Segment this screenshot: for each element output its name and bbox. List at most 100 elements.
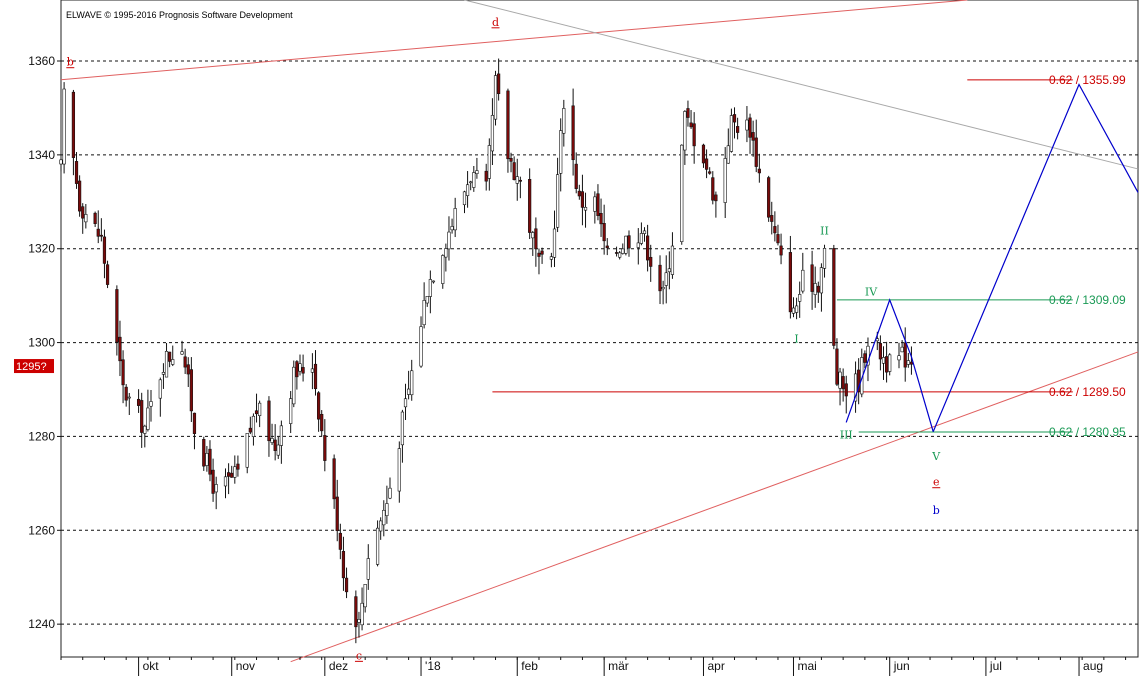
candle-body bbox=[686, 108, 690, 118]
candle-body bbox=[71, 91, 76, 158]
wave-label: IV bbox=[865, 286, 878, 299]
candle-body bbox=[577, 190, 581, 197]
candle-body bbox=[791, 307, 796, 314]
candle-body bbox=[853, 373, 858, 402]
candle-body bbox=[493, 75, 498, 120]
candle-body bbox=[537, 252, 541, 257]
candle-body bbox=[810, 264, 814, 292]
candle-body bbox=[270, 438, 274, 443]
candle-body bbox=[105, 264, 110, 285]
wave-projection-line bbox=[932, 83, 1139, 432]
candle-body bbox=[118, 336, 122, 362]
candle-body bbox=[422, 300, 426, 326]
fib-level-label: 0.62 / 1280.95 bbox=[1049, 425, 1126, 439]
candle-body bbox=[289, 398, 293, 424]
candle-body bbox=[388, 487, 392, 499]
candle-body bbox=[379, 520, 383, 532]
candle-body bbox=[832, 248, 836, 346]
candle-body bbox=[168, 351, 172, 362]
candle-body bbox=[450, 226, 454, 231]
candle-body bbox=[906, 360, 910, 365]
candle-body bbox=[127, 396, 131, 399]
candle-body bbox=[223, 476, 228, 487]
candle-body bbox=[214, 484, 218, 493]
candle-body bbox=[96, 228, 100, 237]
candle-body bbox=[714, 194, 718, 202]
candle-body bbox=[400, 411, 405, 446]
candle-body bbox=[84, 214, 88, 223]
candle-body bbox=[658, 264, 662, 292]
candle-body bbox=[248, 427, 252, 433]
candle-body bbox=[900, 346, 904, 353]
candle-body bbox=[484, 170, 488, 182]
candle-body bbox=[202, 439, 206, 467]
candlestick-layer bbox=[59, 58, 914, 644]
x-tick-label: '18 bbox=[425, 659, 441, 673]
candle-body bbox=[363, 584, 367, 608]
candle-body bbox=[838, 371, 842, 389]
x-tick-label: jun bbox=[893, 659, 910, 673]
candle-body bbox=[596, 193, 600, 216]
candle-body bbox=[909, 361, 914, 365]
candle-body bbox=[642, 230, 647, 234]
candle-body bbox=[888, 354, 892, 372]
candle-body bbox=[729, 115, 734, 152]
candle-body bbox=[770, 215, 774, 222]
fibonacci-layer: 0.62 / 1355.99 0.62 / 1309.09 0.62 / 1289.… bbox=[492, 73, 1126, 439]
candle-body bbox=[863, 353, 867, 363]
candle-body bbox=[472, 172, 476, 188]
candle-body bbox=[552, 228, 557, 258]
y-tick-label: 1260 bbox=[28, 523, 55, 537]
candle-body bbox=[512, 162, 516, 181]
candle-body bbox=[360, 602, 364, 626]
candle-body bbox=[593, 196, 597, 212]
candle-body bbox=[509, 157, 513, 162]
candle-body bbox=[211, 469, 215, 494]
candle-body bbox=[549, 256, 553, 260]
candle-body bbox=[813, 283, 817, 295]
candle-body bbox=[313, 363, 318, 390]
candle-body bbox=[354, 596, 358, 628]
candle-body bbox=[357, 619, 361, 623]
candle-body bbox=[295, 361, 299, 378]
candle-body bbox=[254, 410, 259, 415]
candle-body bbox=[146, 407, 150, 430]
candle-body bbox=[140, 400, 144, 433]
candle-body bbox=[428, 279, 432, 297]
candle-body bbox=[822, 248, 827, 269]
trendline bbox=[60, 0, 968, 81]
wave-label: b bbox=[933, 504, 940, 517]
candle-body bbox=[186, 364, 190, 375]
candle-body bbox=[897, 355, 901, 361]
x-tick-label: mär bbox=[608, 659, 629, 673]
candle-body bbox=[469, 181, 473, 184]
candle-body bbox=[59, 159, 63, 165]
candle-body bbox=[881, 357, 886, 364]
candle-body bbox=[298, 363, 302, 372]
candle-body bbox=[279, 425, 283, 446]
candle-body bbox=[136, 398, 141, 406]
candle-body bbox=[624, 235, 628, 254]
candle-body bbox=[453, 208, 457, 231]
candle-body bbox=[208, 448, 212, 475]
candle-body bbox=[819, 267, 824, 294]
candle-body bbox=[310, 368, 315, 373]
candle-body bbox=[903, 342, 907, 368]
candle-body bbox=[559, 130, 563, 174]
candle-body bbox=[531, 232, 535, 239]
x-tick-label: nov bbox=[236, 659, 255, 673]
candle-body bbox=[670, 245, 675, 275]
y-tick-label: 1240 bbox=[28, 617, 55, 631]
candle-body bbox=[425, 296, 429, 304]
candle-body bbox=[794, 305, 799, 313]
candle-body bbox=[646, 235, 650, 261]
candle-body bbox=[431, 280, 436, 283]
wave-label: V bbox=[931, 450, 941, 463]
candle-body bbox=[701, 144, 706, 164]
candle-body bbox=[475, 170, 479, 174]
candle-body bbox=[704, 158, 709, 170]
candle-body bbox=[320, 413, 324, 432]
trendline-layer bbox=[60, 0, 1139, 663]
candle-body bbox=[115, 289, 119, 343]
